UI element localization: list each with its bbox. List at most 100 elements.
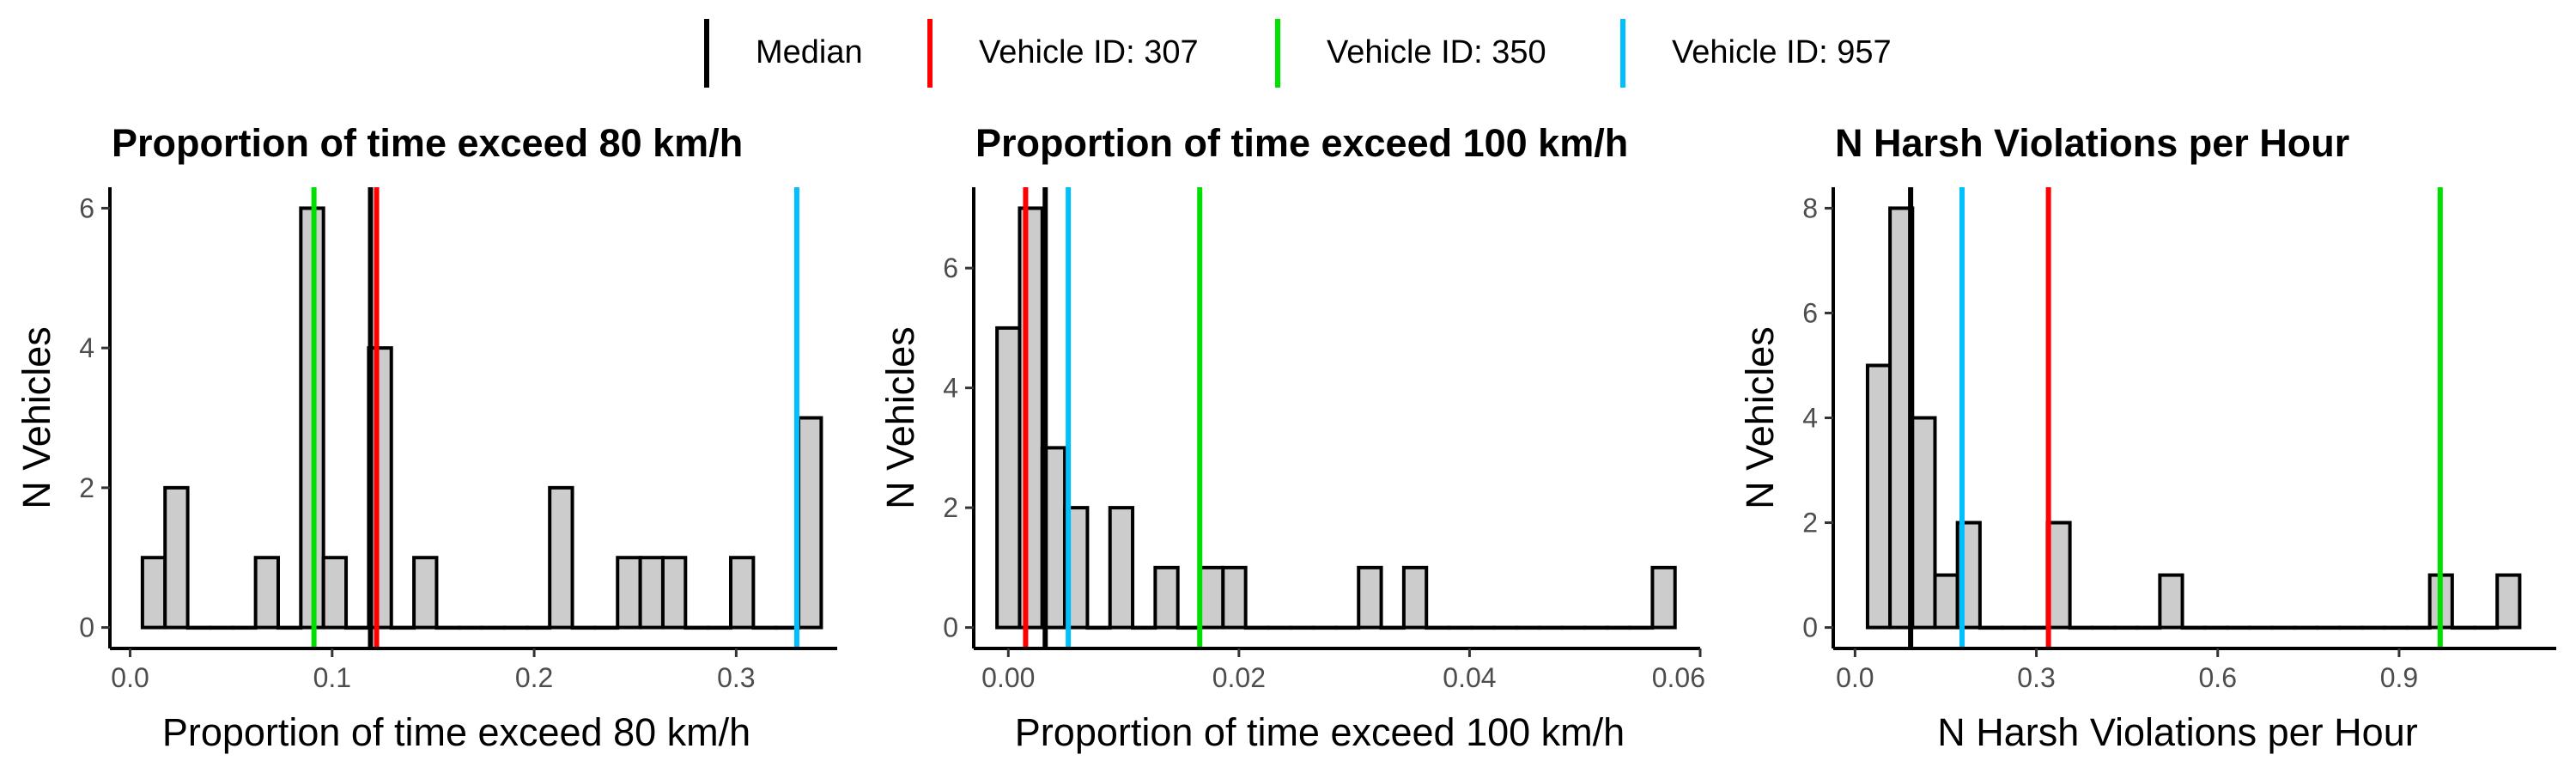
panel-1-x-tick-label-1: 0.1 xyxy=(313,662,351,693)
panel-3-x-axis-title: N Harsh Violations per Hour xyxy=(1937,710,2417,754)
panel-2-y-axis-title: N Vehicles xyxy=(878,326,922,509)
panel-1-bar-22 xyxy=(616,556,642,630)
panel-3-bar-11 xyxy=(2090,625,2117,630)
panel-3-y-axis-title: N Vehicles xyxy=(1738,326,1782,509)
panel-3-bar-27 xyxy=(2450,625,2477,630)
panel-1-y-tick-label-1: 2 xyxy=(79,472,94,503)
panel-1-bar-30 xyxy=(797,416,823,630)
panel-1-x-axis-title: Proportion of time exceed 80 km/h xyxy=(162,710,750,754)
panel-3-bar-17 xyxy=(2225,625,2252,630)
panel-3-bar-23 xyxy=(2360,625,2387,630)
panel-2-bar-2 xyxy=(1018,206,1044,630)
panel-2-bar-5 xyxy=(1085,625,1112,630)
panel-2-y-tick-label-0: 0 xyxy=(943,612,958,643)
panel-2-bar-6 xyxy=(1108,506,1135,630)
panel-3-bar-10 xyxy=(2068,625,2094,630)
panel-1-bar-14 xyxy=(434,625,461,630)
legend-key-median xyxy=(704,19,709,88)
panel-2-bar-10 xyxy=(1199,565,1225,630)
panel-2-bar-15 xyxy=(1311,625,1338,630)
panel-3-bar-19 xyxy=(2270,625,2297,630)
panel-2-bar-1 xyxy=(995,326,1022,630)
panel-2-y-tick-label-2: 4 xyxy=(943,373,958,404)
panel-1-bar-28 xyxy=(751,625,778,630)
legend-key-vehicle-307 xyxy=(927,19,933,88)
panel-2-bar-24 xyxy=(1515,625,1541,630)
panel-1-bar-12 xyxy=(389,625,416,630)
panel-1-bar-17 xyxy=(502,625,529,630)
panel-3-bar-12 xyxy=(2112,625,2140,630)
panel-1-x-tick-label-0: 0.0 xyxy=(111,662,149,693)
panel-2-bar-18 xyxy=(1379,625,1406,630)
panel-2-bar-28 xyxy=(1605,625,1632,630)
panel-2-x-tick-label-0: 0.00 xyxy=(981,662,1035,693)
panel-2-y-tick-label-1: 2 xyxy=(943,492,958,523)
panel-3-bar-15 xyxy=(2180,625,2207,630)
panel-3-bar-7 xyxy=(2001,625,2027,630)
panel-2-bar-16 xyxy=(1334,625,1361,630)
panel-2-x-tick-label-1: 0.02 xyxy=(1212,662,1266,693)
panel-3-y-tick-label-2: 4 xyxy=(1802,403,1818,434)
panel-3-bar-3 xyxy=(1911,416,1937,630)
panel-3-y-tick-label-0: 0 xyxy=(1802,612,1818,643)
panel-3-bar-18 xyxy=(2248,625,2275,630)
panel-2-bar-21 xyxy=(1447,625,1473,630)
panel-1-bar-19 xyxy=(548,485,574,630)
panel-2-bar-13 xyxy=(1266,625,1293,630)
legend-label-vehicle-350: Vehicle ID: 350 xyxy=(1327,34,1546,70)
legend-label-median: Median xyxy=(756,34,863,70)
panel-2-bar-25 xyxy=(1537,625,1564,630)
panel-3-bar-1 xyxy=(1865,363,1893,630)
panel-2-bar-12 xyxy=(1243,625,1270,630)
panel-2-bar-29 xyxy=(1628,625,1655,630)
panel-2-x-axis-title: Proportion of time exceed 100 km/h xyxy=(1015,710,1625,754)
panel-3-bar-14 xyxy=(2158,573,2184,630)
panel-1-x-tick-label-3: 0.3 xyxy=(717,662,755,693)
panel-2-x-tick-label-3: 0.06 xyxy=(1652,662,1705,693)
panel-1-bar-2 xyxy=(163,485,190,630)
panel-1-title: Proportion of time exceed 80 km/h xyxy=(112,121,743,165)
panel-3-bar-29 xyxy=(2495,573,2522,630)
panel-1-bar-5 xyxy=(231,625,258,630)
panel-2-x-tick-label-2: 0.04 xyxy=(1443,662,1496,693)
panel-2-bar-26 xyxy=(1560,625,1587,630)
panel-1-bar-25 xyxy=(683,625,710,630)
panel-1-y-tick-label-2: 4 xyxy=(79,332,94,363)
panel-3-bar-16 xyxy=(2202,625,2229,630)
panel-2-y-tick-label-3: 6 xyxy=(943,253,958,283)
panel-1-bar-6 xyxy=(253,556,280,630)
panel-3-bar-22 xyxy=(2337,625,2365,630)
panel-2-bar-27 xyxy=(1583,625,1609,630)
panel-2-title: Proportion of time exceed 100 km/h xyxy=(975,121,1628,165)
panel-3-bar-6 xyxy=(1978,625,2005,630)
panel-1-bar-27 xyxy=(729,556,756,630)
panel-1-bar-26 xyxy=(706,625,733,630)
panel-2-bar-20 xyxy=(1425,625,1451,630)
panel-2-bar-19 xyxy=(1401,565,1429,630)
legend-key-vehicle-350 xyxy=(1275,19,1280,88)
panel-1-bar-24 xyxy=(660,556,688,630)
panel-2-bar-7 xyxy=(1131,625,1157,630)
panel-1-bar-7 xyxy=(276,625,303,630)
panel-3-x-tick-label-3: 0.9 xyxy=(2380,662,2418,693)
panel-3-x-tick-label-0: 0.0 xyxy=(1836,662,1874,693)
panel-2-bar-14 xyxy=(1289,625,1315,630)
panel-2-bar-22 xyxy=(1469,625,1497,630)
panel-1-y-axis-title: N Vehicles xyxy=(15,326,58,509)
legend-key-vehicle-957 xyxy=(1620,19,1625,88)
panel-3-bar-28 xyxy=(2473,625,2500,630)
panel-1-bar-15 xyxy=(457,625,484,630)
panel-1-y-tick-label-3: 6 xyxy=(79,192,94,223)
panel-3-bar-8 xyxy=(2023,625,2050,630)
panel-2-bar-23 xyxy=(1492,625,1519,630)
panel-1-bar-10 xyxy=(344,625,371,630)
panel-2-bar-30 xyxy=(1650,565,1677,630)
panel-1-bar-21 xyxy=(592,625,620,630)
panel-3-title: N Harsh Violations per Hour xyxy=(1835,121,2349,165)
panel-3-bar-21 xyxy=(2315,625,2342,630)
panel-2-bar-17 xyxy=(1357,565,1383,630)
panel-1-bar-23 xyxy=(638,556,665,630)
panel-1-bar-20 xyxy=(570,625,597,630)
panel-1-bar-1 xyxy=(140,556,167,630)
